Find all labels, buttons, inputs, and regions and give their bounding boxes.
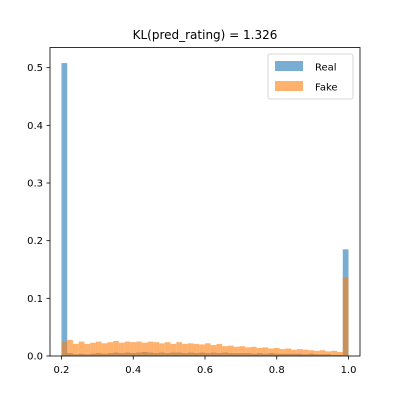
- legend-label-real: Real: [315, 63, 337, 74]
- bar-fake-2: [72, 343, 79, 356]
- bar-fake-27: [216, 343, 223, 356]
- bar-fake-0: [61, 342, 68, 356]
- bar-fake-20: [176, 342, 183, 356]
- bar-fake-30: [233, 346, 240, 356]
- x-axis: 0.2 0.4 0.6 0.8 1.0: [54, 356, 357, 376]
- legend-box: [267, 53, 354, 100]
- bar-real-0: [61, 63, 68, 356]
- bar-fake-19: [170, 343, 177, 356]
- bar-fake-48: [337, 351, 343, 356]
- bar-fake-47: [331, 350, 338, 356]
- bar-fake-40: [291, 349, 297, 356]
- bar-fake-12: [130, 342, 137, 356]
- x-tick-label: 0.8: [269, 365, 285, 376]
- bar-fake-1: [67, 339, 73, 356]
- bar-fake-7: [101, 343, 108, 356]
- bar-fake-46: [325, 351, 332, 356]
- bar-fake-35: [262, 347, 269, 356]
- y-tick-label: 0.5: [27, 63, 43, 74]
- x-tick-label: 0.4: [125, 365, 141, 376]
- bar-fake-24: [199, 344, 205, 356]
- series-real-bars: [61, 63, 349, 356]
- bar-fake-43: [308, 350, 315, 356]
- y-tick-label: 0.1: [27, 294, 43, 305]
- bar-fake-42: [302, 349, 309, 356]
- bar-fake-34: [256, 347, 263, 356]
- bar-fake-8: [107, 342, 114, 356]
- bar-fake-28: [222, 346, 228, 356]
- bar-fake-29: [227, 345, 234, 356]
- bar-fake-22: [187, 343, 194, 356]
- x-tick-label: 0.2: [54, 365, 70, 376]
- bar-fake-45: [319, 350, 326, 356]
- y-tick-label: 0.3: [27, 179, 43, 190]
- bar-fake-15: [147, 341, 154, 356]
- bar-fake-39: [285, 348, 292, 356]
- bar-fake-38: [279, 349, 286, 356]
- bar-fake-21: [182, 343, 188, 356]
- y-axis: 0.0 0.1 0.2 0.3 0.4 0.5: [27, 63, 50, 363]
- bar-fake-17: [159, 343, 165, 356]
- chart-title: KL(pred_rating) = 1.326: [133, 28, 278, 42]
- bar-fake-9: [113, 341, 119, 356]
- bar-fake-49: [342, 277, 349, 356]
- bar-fake-13: [136, 341, 142, 356]
- legend-label-fake: Fake: [315, 83, 338, 94]
- bar-fake-36: [268, 348, 274, 356]
- bar-fake-37: [273, 347, 280, 356]
- legend-swatch-fake: [275, 81, 303, 91]
- bar-fake-26: [210, 345, 217, 356]
- bar-fake-3: [78, 341, 85, 356]
- bar-fake-44: [314, 350, 320, 356]
- bar-fake-6: [95, 341, 102, 356]
- y-tick-label: 0.0: [27, 352, 43, 363]
- bar-fake-33: [250, 346, 257, 356]
- bar-fake-5: [90, 342, 96, 356]
- bar-fake-10: [118, 342, 125, 356]
- bar-fake-11: [124, 341, 131, 356]
- y-tick-label: 0.2: [27, 236, 43, 247]
- y-tick-label: 0.4: [27, 121, 43, 132]
- bar-fake-18: [164, 342, 171, 356]
- series-fake-bars: [61, 277, 349, 356]
- bar-fake-41: [296, 349, 303, 356]
- bar-fake-23: [193, 343, 200, 356]
- legend-swatch-real: [275, 61, 303, 71]
- bar-fake-31: [239, 346, 246, 356]
- bar-fake-32: [245, 347, 251, 356]
- legend: Real Fake: [267, 53, 354, 100]
- bar-fake-14: [141, 342, 148, 356]
- x-tick-label: 1.0: [341, 365, 357, 376]
- bar-fake-4: [84, 343, 91, 356]
- x-tick-label: 0.6: [197, 365, 213, 376]
- bar-fake-25: [205, 343, 211, 356]
- bar-fake-16: [153, 342, 160, 356]
